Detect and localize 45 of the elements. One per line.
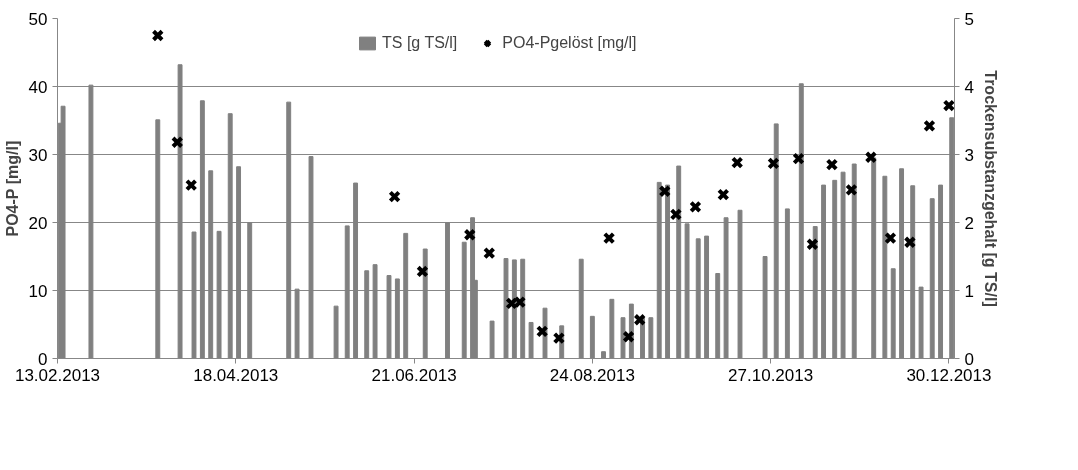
x-tick-label: 18.04.2013 [193, 365, 279, 385]
point [184, 178, 198, 192]
point [552, 331, 566, 345]
point [845, 183, 858, 197]
legend-label: PO4-Pgelöst [mg/l] [502, 34, 637, 52]
point [730, 156, 744, 169]
point [942, 99, 955, 112]
point [923, 119, 936, 133]
point [535, 325, 549, 338]
y2-tick-label: 5 [964, 9, 974, 29]
point [689, 200, 702, 214]
point [622, 330, 635, 343]
point [864, 150, 878, 164]
y-axis-title: PO4-P [mg/l] [3, 140, 21, 237]
y-tick-label: 50 [28, 9, 48, 29]
point [151, 29, 165, 42]
y-tick-label: 10 [28, 281, 48, 301]
point [633, 313, 646, 326]
legend-label: TS [g TS/l] [382, 34, 458, 52]
point [388, 190, 401, 203]
y2-tick-label: 4 [964, 77, 974, 97]
point [806, 238, 819, 251]
point [416, 265, 429, 278]
y-tick-label: 20 [28, 213, 48, 233]
point [884, 231, 897, 245]
x-tick-label: 21.06.2013 [371, 365, 457, 385]
y-tick-label: 40 [28, 77, 48, 97]
point [463, 228, 477, 241]
point [903, 235, 917, 249]
point [717, 188, 730, 201]
point [669, 208, 683, 221]
point [658, 184, 672, 198]
y2-tick-label: 3 [964, 145, 974, 165]
y2-axis-title: Trockensubstanzgehalt [g TS/l] [981, 70, 999, 307]
point [792, 152, 805, 165]
point [767, 157, 780, 170]
y2-tick-label: 1 [964, 281, 974, 301]
x-tick-label: 27.10.2013 [728, 365, 814, 385]
point [602, 231, 616, 245]
point [825, 158, 839, 171]
point [171, 136, 184, 149]
y-tick-label: 30 [28, 145, 48, 165]
point [483, 246, 496, 260]
x-tick-label: 24.08.2013 [549, 365, 635, 385]
y2-tick-label: 2 [964, 213, 974, 233]
